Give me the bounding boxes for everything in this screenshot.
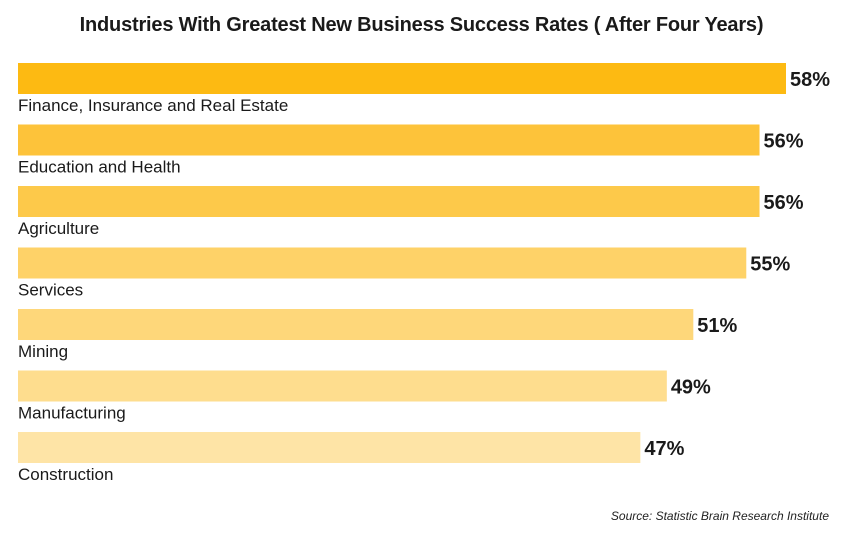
chart-title: Industries With Greatest New Business Su…	[79, 14, 764, 36]
category-label-0: Finance, Insurance and Real Estate	[18, 96, 288, 115]
category-label-6: Construction	[18, 465, 113, 484]
bar-2	[18, 186, 760, 217]
category-label-5: Manufacturing	[18, 404, 126, 423]
bar-3	[18, 247, 747, 279]
category-label-2: Agriculture	[18, 219, 99, 238]
value-label-0: 58%	[790, 69, 830, 91]
value-label-1: 56%	[764, 131, 804, 153]
bar-1	[18, 124, 760, 156]
value-label-4: 51%	[697, 315, 737, 337]
value-label-3: 55%	[750, 254, 790, 276]
category-label-1: Education and Health	[18, 158, 181, 177]
bar-6	[18, 432, 641, 463]
value-label-6: 47%	[644, 438, 684, 460]
category-label-4: Mining	[18, 342, 68, 361]
bar-0	[18, 63, 786, 94]
category-label-3: Services	[18, 281, 83, 300]
value-label-2: 56%	[764, 192, 804, 214]
source-note: Source: Statistic Brain Research Institu…	[610, 509, 829, 523]
bar-5	[18, 370, 667, 402]
bar-4	[18, 309, 694, 340]
value-label-5: 49%	[671, 377, 711, 399]
